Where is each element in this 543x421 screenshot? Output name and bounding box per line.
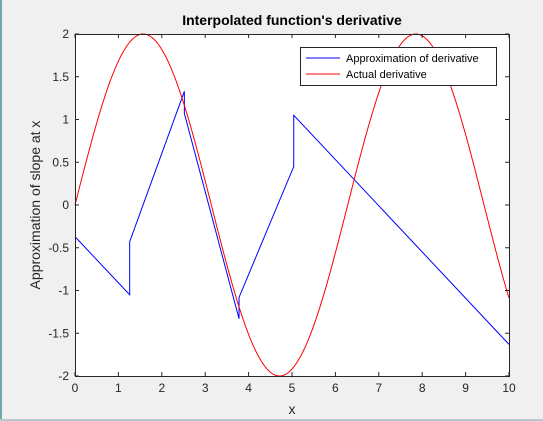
x-tick-label: 5 xyxy=(289,381,296,395)
y-tick-label: -1 xyxy=(58,284,69,298)
y-tick-label: 1 xyxy=(62,113,69,127)
chart-title: Interpolated function's derivative xyxy=(182,12,402,28)
y-tick-label: 2 xyxy=(62,27,69,41)
x-tick-label: 10 xyxy=(502,381,516,395)
x-tick-label: 7 xyxy=(375,381,382,395)
y-tick-label: 0.5 xyxy=(52,155,69,169)
legend-label-2: Actual derivative xyxy=(346,69,427,81)
window-left-edge xyxy=(0,0,2,421)
y-tick-label: -0.5 xyxy=(48,241,69,255)
x-tick-label: 9 xyxy=(462,381,469,395)
axis-ticks: 0 1 2 3 4 5 6 7 8 9 10 -2 -1.5 -1 -0.5 0 0.5 1 1.5 2 xyxy=(48,27,516,395)
x-tick-label: 2 xyxy=(158,381,165,395)
y-tick-label: -1.5 xyxy=(48,326,69,340)
x-tick-label: 6 xyxy=(332,381,339,395)
x-tick-label: 8 xyxy=(419,381,426,395)
legend: Approximation of derivative Actual deriva… xyxy=(300,47,497,86)
axes-background xyxy=(75,34,509,376)
y-tick-label: 0 xyxy=(62,198,69,212)
y-tick-label: -2 xyxy=(58,369,69,383)
x-tick-label: 0 xyxy=(72,381,79,395)
y-axis-label: Approximation of slope at x xyxy=(27,121,43,290)
window-bottom-edge xyxy=(0,419,543,421)
x-axis-label: x xyxy=(289,401,296,417)
series-line-1 xyxy=(74,91,510,345)
legend-box xyxy=(300,47,497,86)
y-tick-label: 1.5 xyxy=(52,70,69,84)
x-tick-label: 1 xyxy=(115,381,122,395)
x-tick-label: 3 xyxy=(202,381,209,395)
x-tick-label: 4 xyxy=(245,381,252,395)
legend-label-1: Approximation of derivative xyxy=(346,53,479,65)
